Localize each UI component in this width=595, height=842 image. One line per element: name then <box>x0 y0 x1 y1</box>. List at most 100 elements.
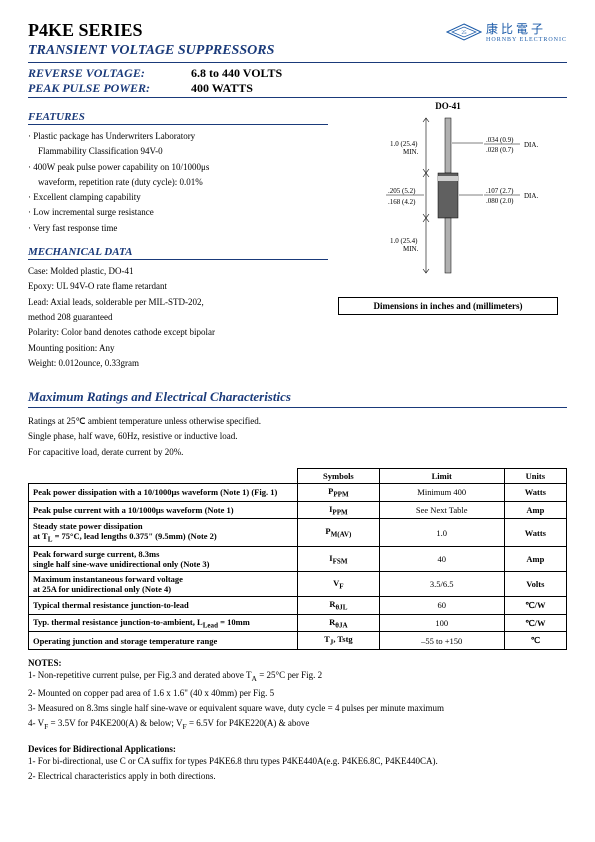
table-row: Typ. thermal resistance junction-to-ambi… <box>29 614 567 632</box>
table-cell: RθJA <box>298 614 380 632</box>
notes-heading: NOTES: <box>28 658 567 668</box>
feature-line: · Plastic package has Underwriters Labor… <box>28 129 328 144</box>
svg-text:.168 (4.2): .168 (4.2) <box>388 198 416 206</box>
svg-text:1.0 (25.4): 1.0 (25.4) <box>390 237 418 245</box>
mechanical-line: Mounting position: Any <box>28 341 328 356</box>
table-cell: Peak forward surge current, 8.3mssingle … <box>29 547 298 572</box>
ratings-col-header: Limit <box>379 469 504 484</box>
mechanical-line: Case: Molded plastic, DO-41 <box>28 264 328 279</box>
subtitle: TRANSIENT VOLTAGE SUPPRESSORS <box>28 43 274 59</box>
table-row: Steady state power dissipationat TL = 75… <box>29 519 567 547</box>
note-line: 4- VF = 3.5V for P4KE200(A) & below; VF … <box>28 716 567 734</box>
note-line: 2- Mounted on copper pad area of 1.6 x 1… <box>28 686 567 701</box>
max-ratings-heading: Maximum Ratings and Electrical Character… <box>28 389 567 408</box>
table-cell: IFSM <box>298 547 380 572</box>
table-cell: PPPM <box>298 484 380 502</box>
logo-sub-text: HORNBY ELECTRONIC <box>486 37 567 43</box>
feature-line: waveform, repetition rate (duty cycle): … <box>28 175 328 190</box>
mechanical-line: method 208 guaranteed <box>28 310 328 325</box>
dimension-caption: Dimensions in inches and (millimeters) <box>338 297 558 315</box>
series-title: P4KE SERIES <box>28 20 274 41</box>
table-cell: ℃/W <box>504 614 566 632</box>
table-cell: ℃ <box>504 632 566 650</box>
note-line: 3- Measured on 8.3ms single half sine-wa… <box>28 701 567 716</box>
bidir-line: 2- Electrical characteristics apply in b… <box>28 769 567 784</box>
table-cell: Typical thermal resistance junction-to-l… <box>29 597 298 615</box>
logo-cn-text: 康比電子 <box>486 20 567 37</box>
intro-line: Single phase, half wave, 60Hz, resistive… <box>28 429 567 444</box>
table-cell: ℃/W <box>504 597 566 615</box>
svg-text:MIN.: MIN. <box>403 148 419 156</box>
svg-text:.205 (5.2): .205 (5.2) <box>388 187 416 195</box>
table-cell: Steady state power dissipationat TL = 75… <box>29 519 298 547</box>
mechanical-heading: MECHANICAL DATA <box>28 246 328 260</box>
notes-list: 1- Non-repetitive current pulse, per Fig… <box>28 668 567 734</box>
features-list: · Plastic package has Underwriters Labor… <box>28 129 328 236</box>
divider <box>28 97 567 98</box>
note-line: 1- Non-repetitive current pulse, per Fig… <box>28 668 567 686</box>
table-cell: 100 <box>379 614 504 632</box>
table-cell: Peak pulse current with a 10/1000μs wave… <box>29 501 298 519</box>
table-row: Peak pulse current with a 10/1000μs wave… <box>29 501 567 519</box>
feature-line: · Low incremental surge resistance <box>28 205 328 220</box>
svg-text:.028 (0.7): .028 (0.7) <box>486 146 514 154</box>
mechanical-line: Polarity: Color band denotes cathode exc… <box>28 325 328 340</box>
ratings-col-header <box>29 469 298 484</box>
ratings-col-header: Units <box>504 469 566 484</box>
table-cell: 3.5/6.5 <box>379 572 504 597</box>
svg-text:.107 (2.7): .107 (2.7) <box>486 187 514 195</box>
table-cell: TJ, Tstg <box>298 632 380 650</box>
feature-line: · Very fast response time <box>28 221 328 236</box>
svg-text:MIN.: MIN. <box>403 245 419 253</box>
svg-text:DIA.: DIA. <box>524 141 538 149</box>
peak-pulse-line: PEAK PULSE POWER: 400 WATTS <box>28 81 567 96</box>
intro-line: For capacitive load, derate current by 2… <box>28 445 567 460</box>
table-cell: Minimum 400 <box>379 484 504 502</box>
package-diagram: DO-41 1.0 (25.4) MIN. .034 (0.9) .0 <box>338 101 558 315</box>
table-cell: RθJL <box>298 597 380 615</box>
table-row: Operating junction and storage temperatu… <box>29 632 567 650</box>
brand-logo: 25 康比電子 HORNBY ELECTRONIC <box>446 20 567 43</box>
reverse-voltage-line: REVERSE VOLTAGE: 6.8 to 440 VOLTS <box>28 66 567 81</box>
table-cell: Watts <box>504 484 566 502</box>
table-row: Peak power dissipation with a 10/1000μs … <box>29 484 567 502</box>
table-cell: –55 to +150 <box>379 632 504 650</box>
table-row: Peak forward surge current, 8.3mssingle … <box>29 547 567 572</box>
mechanical-list: Case: Molded plastic, DO-41Epoxy: UL 94V… <box>28 264 328 371</box>
table-cell: IPPM <box>298 501 380 519</box>
package-label: DO-41 <box>338 101 558 111</box>
svg-text:.034 (0.9): .034 (0.9) <box>486 136 514 144</box>
svg-text:DIA.: DIA. <box>524 192 538 200</box>
table-cell: Peak power dissipation with a 10/1000μs … <box>29 484 298 502</box>
bidir-list: 1- For bi-directional, use C or CA suffi… <box>28 754 567 785</box>
table-cell: Maximum instantaneous forward voltageat … <box>29 572 298 597</box>
feature-line: Flammability Classification 94V-0 <box>28 144 328 159</box>
table-cell: 60 <box>379 597 504 615</box>
mechanical-line: Epoxy: UL 94V-O rate flame retardant <box>28 279 328 294</box>
table-row: Maximum instantaneous forward voltageat … <box>29 572 567 597</box>
ratings-col-header: Symbols <box>298 469 380 484</box>
table-cell: Operating junction and storage temperatu… <box>29 632 298 650</box>
divider <box>28 62 567 63</box>
table-cell: Typ. thermal resistance junction-to-ambi… <box>29 614 298 632</box>
do41-svg: 1.0 (25.4) MIN. .034 (0.9) .028 (0.7) DI… <box>348 113 548 293</box>
mechanical-line: Lead: Axial leads, solderable per MIL-ST… <box>28 295 328 310</box>
bidir-line: 1- For bi-directional, use C or CA suffi… <box>28 754 567 769</box>
ratings-table: SymbolsLimitUnits Peak power dissipation… <box>28 468 567 650</box>
svg-text:25: 25 <box>462 31 468 36</box>
table-cell: Amp <box>504 501 566 519</box>
mechanical-line: Weight: 0.012ounce, 0.33gram <box>28 356 328 371</box>
table-cell: PM(AV) <box>298 519 380 547</box>
table-cell: 1.0 <box>379 519 504 547</box>
svg-text:.080 (2.0): .080 (2.0) <box>486 197 514 205</box>
table-cell: Amp <box>504 547 566 572</box>
table-cell: VF <box>298 572 380 597</box>
max-ratings-intro: Ratings at 25℃ ambient temperature unles… <box>28 414 567 460</box>
table-cell: Watts <box>504 519 566 547</box>
logo-diamond-icon: 25 <box>446 23 482 41</box>
intro-line: Ratings at 25℃ ambient temperature unles… <box>28 414 567 429</box>
table-cell: See Next Table <box>379 501 504 519</box>
feature-line: · Excellent clamping capability <box>28 190 328 205</box>
table-cell: 40 <box>379 547 504 572</box>
svg-text:1.0 (25.4): 1.0 (25.4) <box>390 140 418 148</box>
